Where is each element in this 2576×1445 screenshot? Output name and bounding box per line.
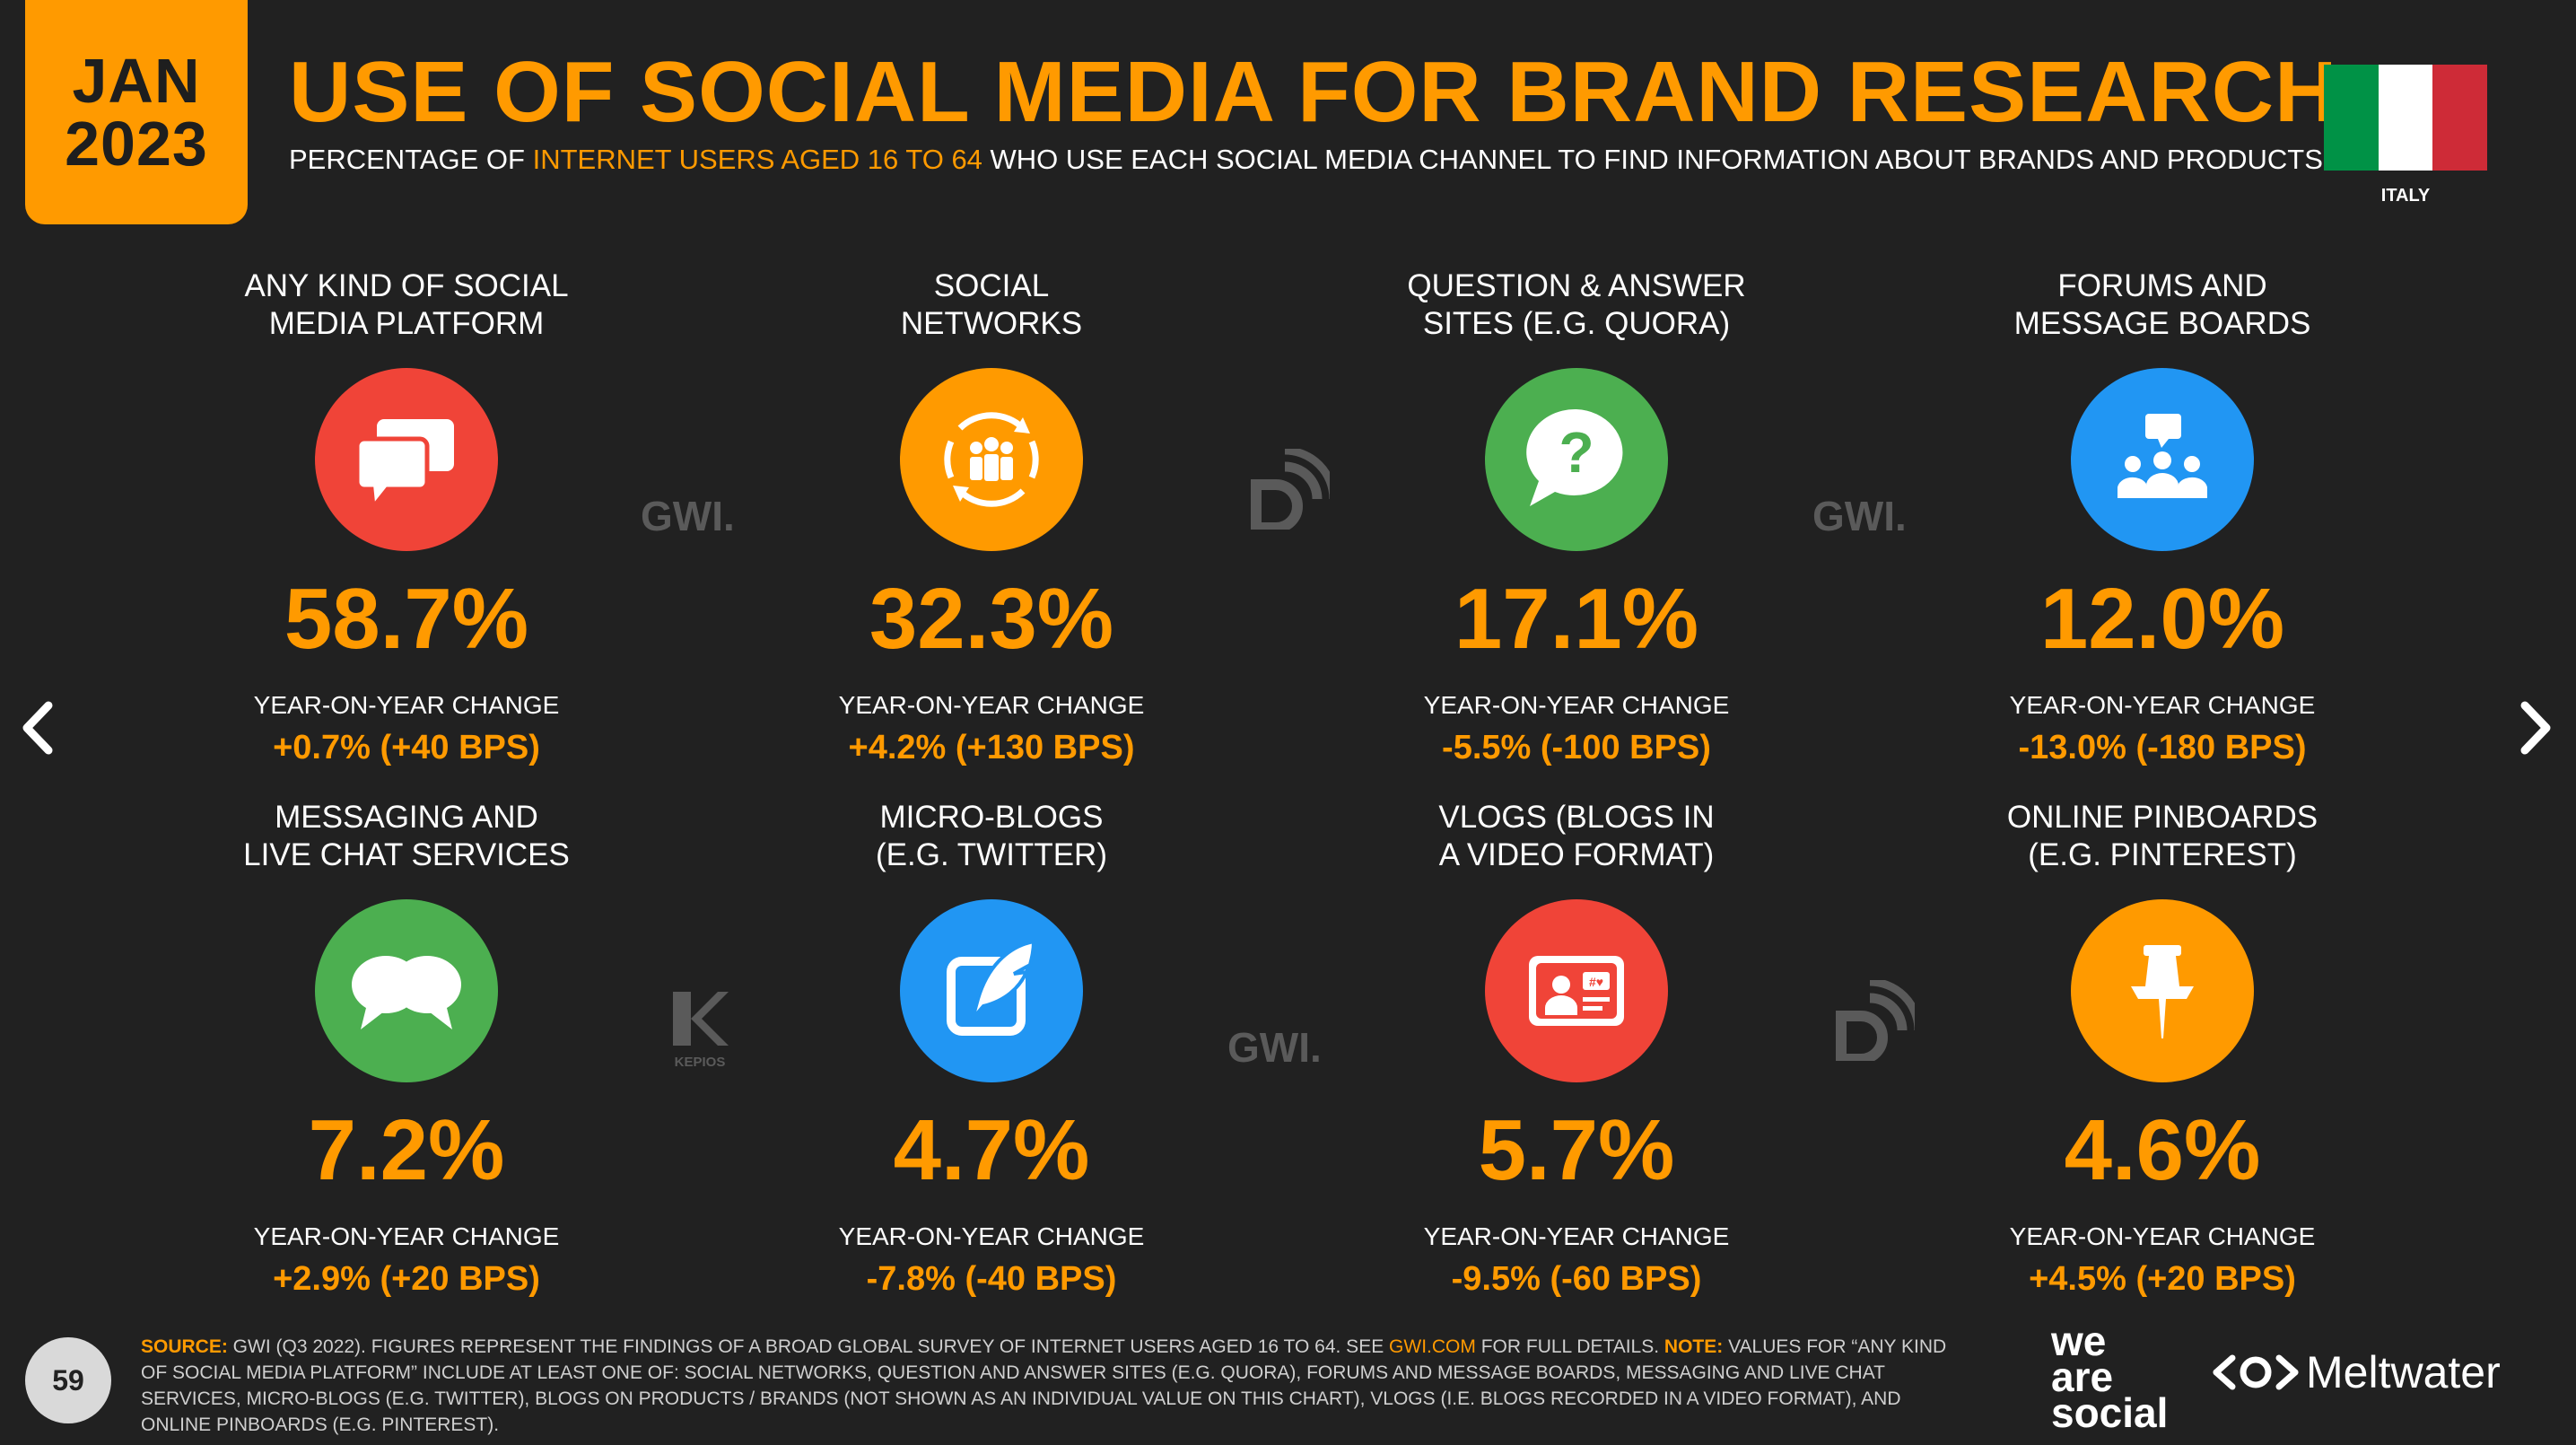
kepios-watermark: KEPIOS xyxy=(664,987,736,1070)
stat-cell-pinboards: ONLINE PINBOARDS (E.G. PINTEREST) 4.6% YE… xyxy=(1929,799,2396,1299)
stat-cell-messaging: MESSAGING AND LIVE CHAT SERVICES 7.2% YEA… xyxy=(173,799,640,1299)
footer-notes: SOURCE: GWI (Q3 2022). FIGURES REPRESENT… xyxy=(141,1336,1947,1435)
yoy-label: YEAR-ON-YEAR CHANGE xyxy=(2009,1222,2316,1250)
yoy-label: YEAR-ON-YEAR CHANGE xyxy=(1423,691,1730,719)
stat-label: MICRO-BLOGS (E.G. TWITTER) xyxy=(876,800,1107,872)
stat-cell-vlogs: VLOGS (BLOGS IN A VIDEO FORMAT) #♥ 5.7% Y… xyxy=(1343,799,1810,1299)
pushpin-icon xyxy=(2071,899,2254,1082)
stat-label: ANY KIND OF SOCIAL MEDIA PLATFORM xyxy=(244,268,569,341)
stat-cell-qa-sites: QUESTION & ANSWER SITES (E.G. QUORA) ? 17… xyxy=(1343,267,1810,767)
svg-text:?: ? xyxy=(1559,420,1594,485)
video-blog-icon: #♥ xyxy=(1485,899,1668,1082)
yoy-label: YEAR-ON-YEAR CHANGE xyxy=(253,1222,560,1250)
stat-cell-microblogs: MICRO-BLOGS (E.G. TWITTER) 4.7% YEAR-ON-Y… xyxy=(758,799,1225,1299)
meltwater-logo: Meltwater xyxy=(2213,1346,2501,1398)
forum-group-icon xyxy=(2071,368,2254,551)
stat-value: 4.7% xyxy=(893,1102,1090,1198)
yoy-label: YEAR-ON-YEAR CHANGE xyxy=(253,691,560,719)
subtitle-pre: PERCENTAGE OF xyxy=(289,144,533,175)
question-bubble-icon: ? xyxy=(1485,368,1668,551)
stat-label: QUESTION & ANSWER SITES (E.G. QUORA) xyxy=(1407,268,1746,341)
country-label: ITALY xyxy=(2380,186,2431,206)
stat-value: 12.0% xyxy=(2039,571,2285,667)
stat-value: 58.7% xyxy=(284,571,529,667)
meltwater-mark-icon xyxy=(2213,1354,2299,1390)
yoy-value: +2.9% (+20 BPS) xyxy=(273,1260,540,1298)
stat-value: 5.7% xyxy=(1478,1102,1675,1198)
people-cycle-icon xyxy=(900,368,1083,551)
gwi-watermark: GWI. xyxy=(1227,1024,1322,1071)
stat-value: 32.3% xyxy=(869,571,1114,667)
subtitle-post: WHO USE EACH SOCIAL MEDIA CHANNEL TO FIN… xyxy=(982,144,2323,175)
stat-label: ONLINE PINBOARDS (E.G. PINTEREST) xyxy=(2006,800,2318,872)
page-title: USE OF SOCIAL MEDIA FOR BRAND RESEARCH xyxy=(289,44,2338,140)
datareportal-watermark-icon xyxy=(1251,449,1330,530)
date-badge: JAN 2023 xyxy=(25,0,248,224)
stat-label: VLOGS (BLOGS IN A VIDEO FORMAT) xyxy=(1438,800,1715,872)
chat-two-bubbles-icon xyxy=(315,899,498,1082)
kepios-logo-icon xyxy=(673,992,729,1046)
stat-label: FORUMS AND MESSAGE BOARDS xyxy=(2013,268,2311,341)
yoy-value: -5.5% (-100 BPS) xyxy=(1442,729,1711,766)
next-slide-arrow-icon[interactable] xyxy=(2512,696,2557,759)
quill-edit-icon xyxy=(900,899,1083,1082)
yoy-label: YEAR-ON-YEAR CHANGE xyxy=(1423,1222,1730,1250)
datareportal-watermark-icon xyxy=(1836,980,1915,1061)
yoy-label: YEAR-ON-YEAR CHANGE xyxy=(2009,691,2316,719)
page-number: 59 xyxy=(25,1337,111,1423)
chat-bubbles-icon xyxy=(315,368,498,551)
we-are-social-logo: we are social xyxy=(2051,1318,2169,1436)
page-subtitle: PERCENTAGE OF INTERNET USERS AGED 16 TO … xyxy=(289,144,2323,176)
date-month: JAN xyxy=(72,46,201,116)
gwi-link[interactable]: GWI.COM xyxy=(1389,1336,1476,1357)
gwi-watermark: GWI. xyxy=(1812,493,1907,539)
prev-slide-arrow-icon[interactable] xyxy=(16,696,61,759)
subtitle-highlight: INTERNET USERS AGED 16 TO 64 xyxy=(532,144,982,175)
italy-flag-icon xyxy=(2324,65,2488,171)
date-year: 2023 xyxy=(65,109,208,179)
svg-text:#♥: #♥ xyxy=(1589,975,1603,989)
yoy-label: YEAR-ON-YEAR CHANGE xyxy=(838,1222,1145,1250)
yoy-label: YEAR-ON-YEAR CHANGE xyxy=(838,691,1145,719)
yoy-value: -9.5% (-60 BPS) xyxy=(1451,1260,1702,1298)
yoy-value: +0.7% (+40 BPS) xyxy=(273,729,540,766)
stat-value: 7.2% xyxy=(308,1102,505,1198)
yoy-value: -13.0% (-180 BPS) xyxy=(2018,729,2307,766)
stat-cell-forums: FORUMS AND MESSAGE BOARDS 12.0% YEAR-ON-Y… xyxy=(1929,267,2396,767)
yoy-value: +4.2% (+130 BPS) xyxy=(848,729,1135,766)
yoy-value: -7.8% (-40 BPS) xyxy=(866,1260,1117,1298)
stat-cell-any-social: ANY KIND OF SOCIAL MEDIA PLATFORM 58.7% Y… xyxy=(173,267,640,767)
stat-cell-social-networks: SOCIAL NETWORKS 32.3% YEAR-ON-YEAR CHANGE… xyxy=(758,267,1225,767)
stat-label: SOCIAL NETWORKS xyxy=(900,268,1083,341)
stat-label: MESSAGING AND LIVE CHAT SERVICES xyxy=(243,800,570,872)
stat-value: 17.1% xyxy=(1454,571,1699,667)
stat-value: 4.6% xyxy=(2064,1102,2261,1198)
gwi-watermark: GWI. xyxy=(641,493,735,539)
yoy-value: +4.5% (+20 BPS) xyxy=(2029,1260,2296,1298)
